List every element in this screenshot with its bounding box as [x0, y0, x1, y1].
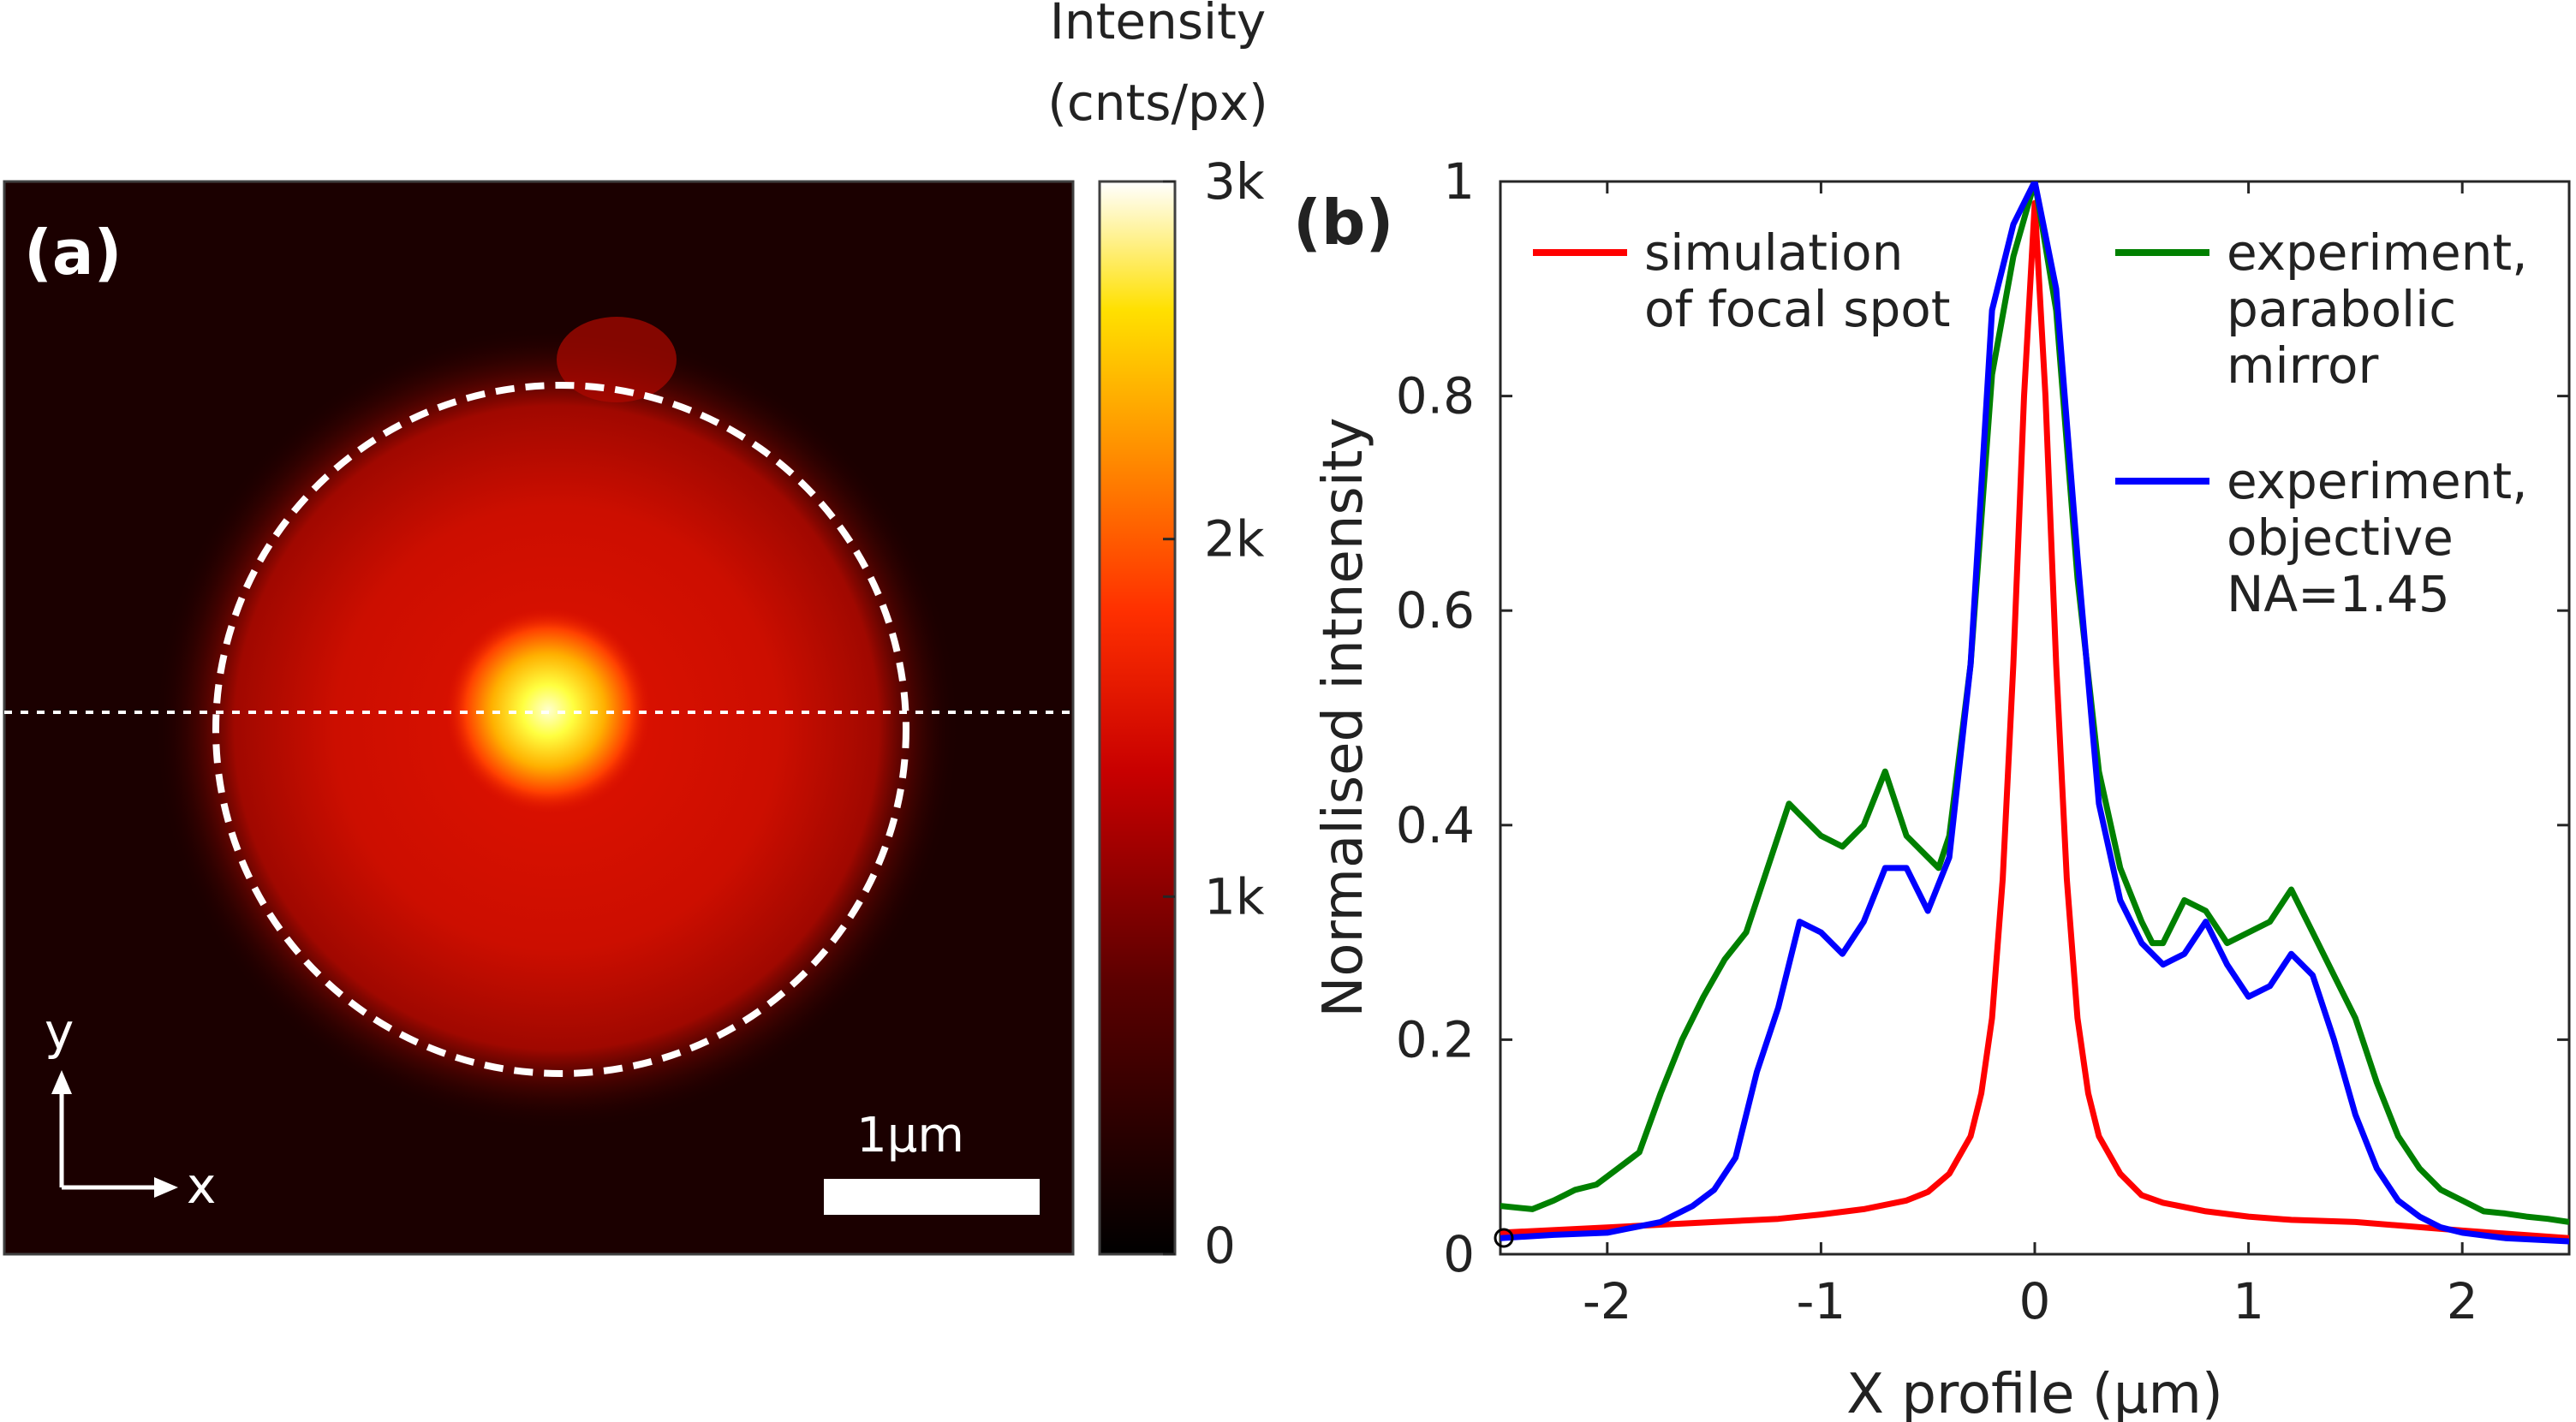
legend-label: experiment,	[2227, 223, 2528, 282]
colorbar-title-line2: (cnts/px)	[1047, 74, 1268, 132]
colorbar-ticks: 0 1k 2k 3k	[1163, 152, 1265, 1275]
panel-b-label: (b)	[1293, 187, 1393, 259]
series-line	[1500, 181, 2569, 1225]
panel-b-chart: -2 -1 0 1 2 0 0.2 0.4 0.6 0.8 1 (b) X profile (μm)…	[1293, 152, 2571, 1422]
colorbar-title-line1: Intensity	[1050, 0, 1266, 51]
x-tick-label: 0	[2019, 1272, 2051, 1330]
scalebar	[824, 1179, 1040, 1215]
colorbar-gradient	[1098, 180, 1177, 1256]
legend-label: mirror	[2227, 336, 2378, 395]
xy-axes-indicator: y x	[45, 1003, 216, 1215]
y-arrow-icon	[51, 1070, 72, 1094]
colorbar-tick-label: 1k	[1204, 867, 1265, 925]
scalebar-label: 1μm	[856, 1108, 964, 1163]
series-line	[1500, 199, 2569, 1241]
legend-label: objective	[2227, 509, 2454, 567]
y-tick-label: 0.6	[1396, 581, 1475, 640]
image-frame	[3, 180, 1075, 1256]
y-tick-label: 0.2	[1396, 1010, 1475, 1068]
colorbar-tick-label: 0	[1204, 1217, 1236, 1275]
legend-label: parabolic	[2227, 280, 2456, 338]
plot-frame	[1499, 180, 2571, 1256]
axis-y-label: y	[45, 1003, 74, 1061]
colorbar: Intensity (cnts/px) 0 1k 2k 3k	[1047, 0, 1268, 1275]
axis-x-label: x	[187, 1157, 216, 1215]
y-tick-label: 1	[1443, 152, 1475, 211]
y-tick-label: 0	[1443, 1225, 1475, 1283]
y-axis-label: Normalised intnensity	[1312, 417, 1375, 1017]
colorbar-tick-label: 2k	[1204, 510, 1265, 568]
legend-label: NA=1.45	[2227, 565, 2450, 623]
y-tick-label: 0.4	[1396, 796, 1475, 854]
series-line	[1500, 181, 2569, 1245]
legend-label: simulation	[1644, 223, 1903, 282]
legend-label: experiment,	[2227, 452, 2528, 510]
panel-a-image: (a) y x 1μm	[3, 180, 1075, 1256]
axis-ticks: -2 -1 0 1 2 0 0.2 0.4 0.6 0.8 1	[1396, 152, 2569, 1330]
x-tick-label: 2	[2447, 1272, 2478, 1330]
x-tick-label: -2	[1583, 1272, 1632, 1330]
x-axis-label: X profile (μm)	[1846, 1363, 2223, 1422]
colorbar-tick-label: 3k	[1204, 152, 1265, 211]
x-tick-label: 1	[2233, 1272, 2264, 1330]
origin-marker	[1494, 1228, 1514, 1248]
panel-a-label: (a)	[24, 217, 122, 289]
series-layer	[1500, 181, 2569, 1245]
x-arrow-icon	[154, 1177, 178, 1198]
dashed-ring-circle	[212, 382, 909, 1077]
y-tick-label: 0.8	[1396, 367, 1475, 425]
upper-lobe	[557, 317, 677, 402]
legend-label: of focal spot	[1644, 280, 1951, 338]
x-tick-label: -1	[1796, 1272, 1846, 1330]
